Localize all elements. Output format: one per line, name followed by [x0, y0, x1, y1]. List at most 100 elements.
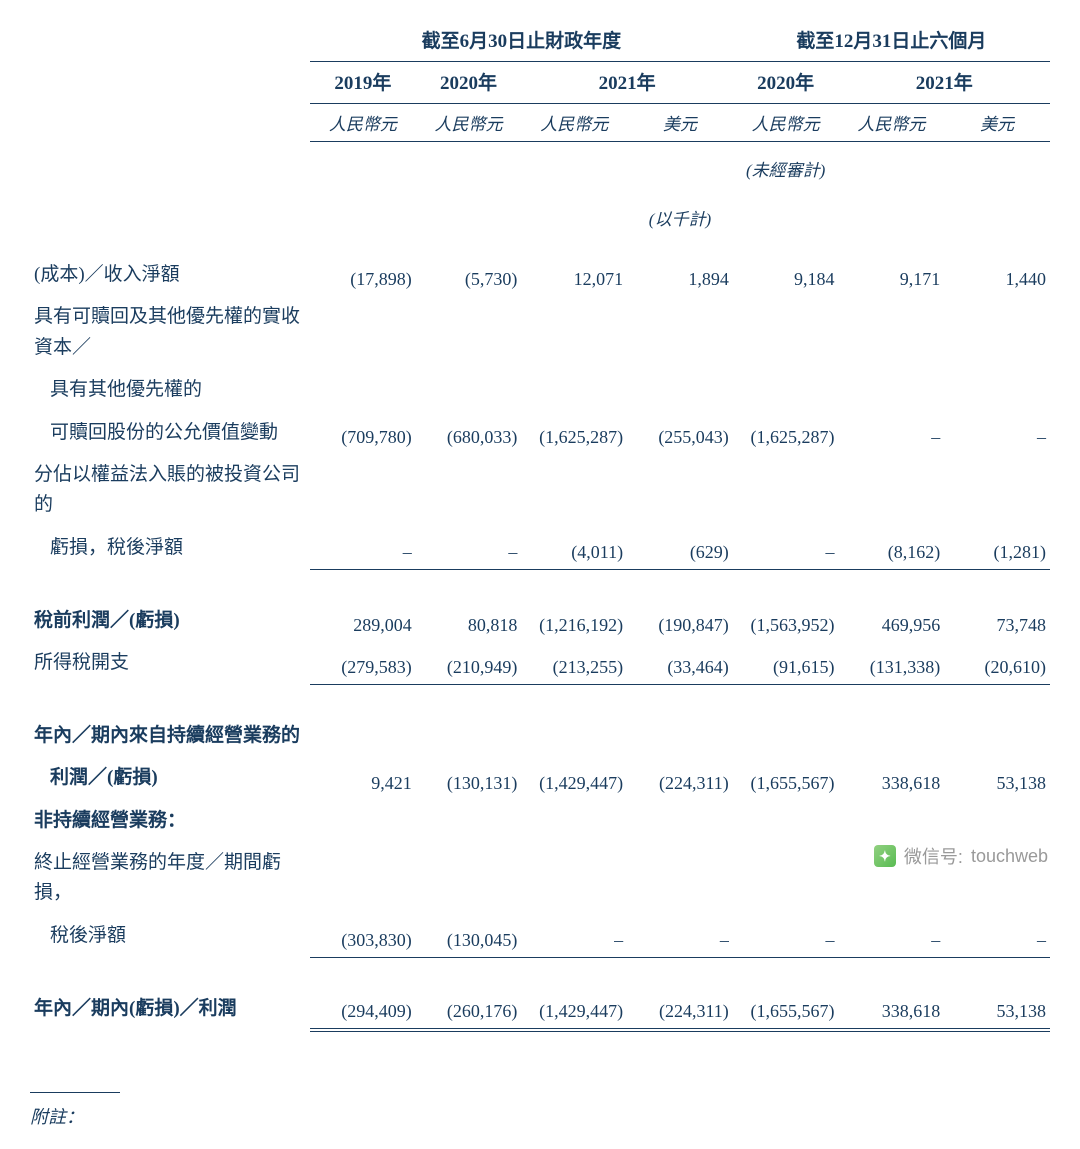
r2c-c2: (1,625,287) — [521, 412, 627, 454]
r2c-c3: (255,043) — [627, 412, 733, 454]
r1-c2: 12,071 — [521, 254, 627, 296]
r4-c2: (1,216,192) — [521, 600, 627, 642]
r8b-c1: (130,045) — [416, 915, 522, 957]
r3b-c5: (8,162) — [839, 527, 945, 569]
r9-c4: (1,655,567) — [733, 988, 839, 1030]
row-fairvalue-c: 可贖回股份的公允價值變動 (709,780) (680,033) (1,625,… — [30, 412, 1050, 454]
r8b-c3: – — [627, 915, 733, 957]
group-header-row: 截至6月30日止財政年度 截至12月31日止六個月 — [30, 20, 1050, 62]
r5-c6: (20,610) — [944, 642, 1050, 684]
cur-7: 美元 — [944, 104, 1050, 142]
r9-c6: 53,138 — [944, 988, 1050, 1030]
row-continuing-a: 年內／期內來自持續經營業務的 — [30, 715, 1050, 757]
cur-5: 人民幣元 — [733, 104, 839, 142]
r4-c1: 80,818 — [416, 600, 522, 642]
wechat-icon: ✦ — [874, 845, 896, 867]
r1-c4: 9,184 — [733, 254, 839, 296]
r4-c5: 469,956 — [839, 600, 945, 642]
r5-label: 所得稅開支 — [30, 642, 310, 684]
cur-2: 人民幣元 — [416, 104, 522, 142]
unaudited-row: (未經審計) — [30, 142, 1050, 188]
watermark-prefix: 微信号: — [904, 843, 963, 869]
col-2020: 2020年 — [416, 62, 522, 104]
footnote-rule — [30, 1092, 120, 1093]
r5-c5: (131,338) — [839, 642, 945, 684]
r2a-label: 具有可贖回及其他優先權的實收資本／ — [30, 296, 310, 369]
r8b-c4: – — [733, 915, 839, 957]
watermark-id: touchweb — [971, 846, 1048, 867]
year-header-row: 2019年 2020年 2021年 2020年 2021年 — [30, 62, 1050, 104]
r3b-c3: (629) — [627, 527, 733, 569]
r8b-c5: – — [839, 915, 945, 957]
r1-c1: (5,730) — [416, 254, 522, 296]
row-discontinued-header: 非持續經營業務： — [30, 800, 1050, 842]
r9-c0: (294,409) — [310, 988, 416, 1030]
unaudited-note: (未經審計) — [733, 142, 839, 188]
r6b-label: 利潤／(虧損) — [30, 757, 310, 799]
row-continuing-b: 利潤／(虧損) 9,421 (130,131) (1,429,447) (224… — [30, 757, 1050, 799]
r8b-c0: (303,830) — [310, 915, 416, 957]
r6b-c5: 338,618 — [839, 757, 945, 799]
financial-table: 截至6月30日止財政年度 截至12月31日止六個月 2019年 2020年 20… — [30, 20, 1050, 1032]
row-net-income: (成本)／收入淨額 (17,898) (5,730) 12,071 1,894 … — [30, 254, 1050, 296]
r2c-c0: (709,780) — [310, 412, 416, 454]
row-equity-loss-a: 分佔以權益法入賬的被投資公司的 — [30, 454, 1050, 527]
row-discontinued-b: 稅後淨額 (303,830) (130,045) – – – – – — [30, 915, 1050, 957]
col-h2021: 2021年 — [839, 62, 1050, 104]
r4-c3: (190,847) — [627, 600, 733, 642]
r3b-c2: (4,011) — [521, 527, 627, 569]
r5-c3: (33,464) — [627, 642, 733, 684]
r8b-c2: – — [521, 915, 627, 957]
row-fairvalue-b: 具有其他優先權的 — [30, 369, 1050, 411]
r1-c6: 1,440 — [944, 254, 1050, 296]
currency-row: 人民幣元 人民幣元 人民幣元 美元 人民幣元 人民幣元 美元 — [30, 104, 1050, 142]
r8b-label: 稅後淨額 — [30, 915, 310, 957]
r3b-c4: – — [733, 527, 839, 569]
r2c-c4: (1,625,287) — [733, 412, 839, 454]
r3b-c6: (1,281) — [944, 527, 1050, 569]
footnote: 附註： — [30, 1092, 1050, 1129]
r1-label: (成本)／收入淨額 — [30, 254, 310, 296]
thousands-note: (以千計) — [627, 187, 733, 254]
watermark: ✦ 微信号: touchweb — [874, 843, 1048, 869]
r5-c0: (279,583) — [310, 642, 416, 684]
r3b-c0: – — [310, 527, 416, 569]
r4-label: 稅前利潤／(虧損) — [30, 600, 310, 642]
row-tax: 所得稅開支 (279,583) (210,949) (213,255) (33,… — [30, 642, 1050, 684]
r6b-c2: (1,429,447) — [521, 757, 627, 799]
col-h2020: 2020年 — [733, 62, 839, 104]
r6a-label: 年內／期內來自持續經營業務的 — [30, 715, 310, 757]
r6b-c3: (224,311) — [627, 757, 733, 799]
cur-4: 美元 — [627, 104, 733, 142]
row-equity-loss-b: 虧損，稅後淨額 – – (4,011) (629) – (8,162) (1,2… — [30, 527, 1050, 569]
r5-c1: (210,949) — [416, 642, 522, 684]
r3a-label: 分佔以權益法入賬的被投資公司的 — [30, 454, 310, 527]
row-pretax: 稅前利潤／(虧損) 289,004 80,818 (1,216,192) (19… — [30, 600, 1050, 642]
r2c-c5: – — [839, 412, 945, 454]
r9-c3: (224,311) — [627, 988, 733, 1030]
r9-c5: 338,618 — [839, 988, 945, 1030]
r6b-c6: 53,138 — [944, 757, 1050, 799]
r4-c0: 289,004 — [310, 600, 416, 642]
r7-label: 非持續經營業務： — [30, 800, 310, 842]
row-total: 年內／期內(虧損)／利潤 (294,409) (260,176) (1,429,… — [30, 988, 1050, 1030]
r2c-c1: (680,033) — [416, 412, 522, 454]
r5-c4: (91,615) — [733, 642, 839, 684]
r3b-label: 虧損，稅後淨額 — [30, 527, 310, 569]
r6b-c4: (1,655,567) — [733, 757, 839, 799]
r9-label: 年內／期內(虧損)／利潤 — [30, 988, 310, 1030]
group1-header: 截至6月30日止財政年度 — [310, 20, 733, 62]
r6b-c1: (130,131) — [416, 757, 522, 799]
unit-row: (以千計) — [30, 187, 1050, 254]
r5-c2: (213,255) — [521, 642, 627, 684]
r1-c5: 9,171 — [839, 254, 945, 296]
r9-c2: (1,429,447) — [521, 988, 627, 1030]
r8a-label: 終止經營業務的年度／期間虧損， — [30, 842, 310, 915]
r1-c0: (17,898) — [310, 254, 416, 296]
col-2019: 2019年 — [310, 62, 416, 104]
r6b-c0: 9,421 — [310, 757, 416, 799]
group2-header: 截至12月31日止六個月 — [733, 20, 1050, 62]
r9-c1: (260,176) — [416, 988, 522, 1030]
r3b-c1: – — [416, 527, 522, 569]
cur-6: 人民幣元 — [839, 104, 945, 142]
